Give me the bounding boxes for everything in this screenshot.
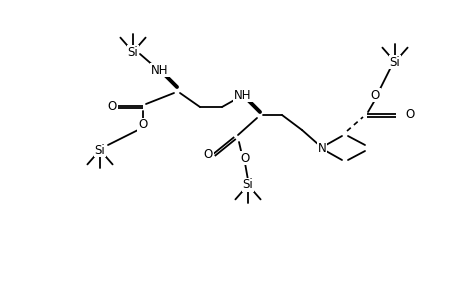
Text: O: O	[107, 100, 117, 113]
Text: Si: Si	[95, 143, 105, 157]
Text: O: O	[404, 109, 414, 122]
Text: Si: Si	[127, 46, 138, 59]
Text: O: O	[138, 118, 147, 131]
Text: Si: Si	[242, 178, 253, 191]
Text: O: O	[369, 88, 379, 101]
Text: NH: NH	[234, 88, 251, 101]
Text: O: O	[240, 152, 249, 164]
Text: O: O	[203, 148, 212, 161]
Text: N: N	[317, 142, 326, 154]
Text: NH: NH	[151, 64, 168, 76]
Text: Si: Si	[389, 56, 399, 68]
